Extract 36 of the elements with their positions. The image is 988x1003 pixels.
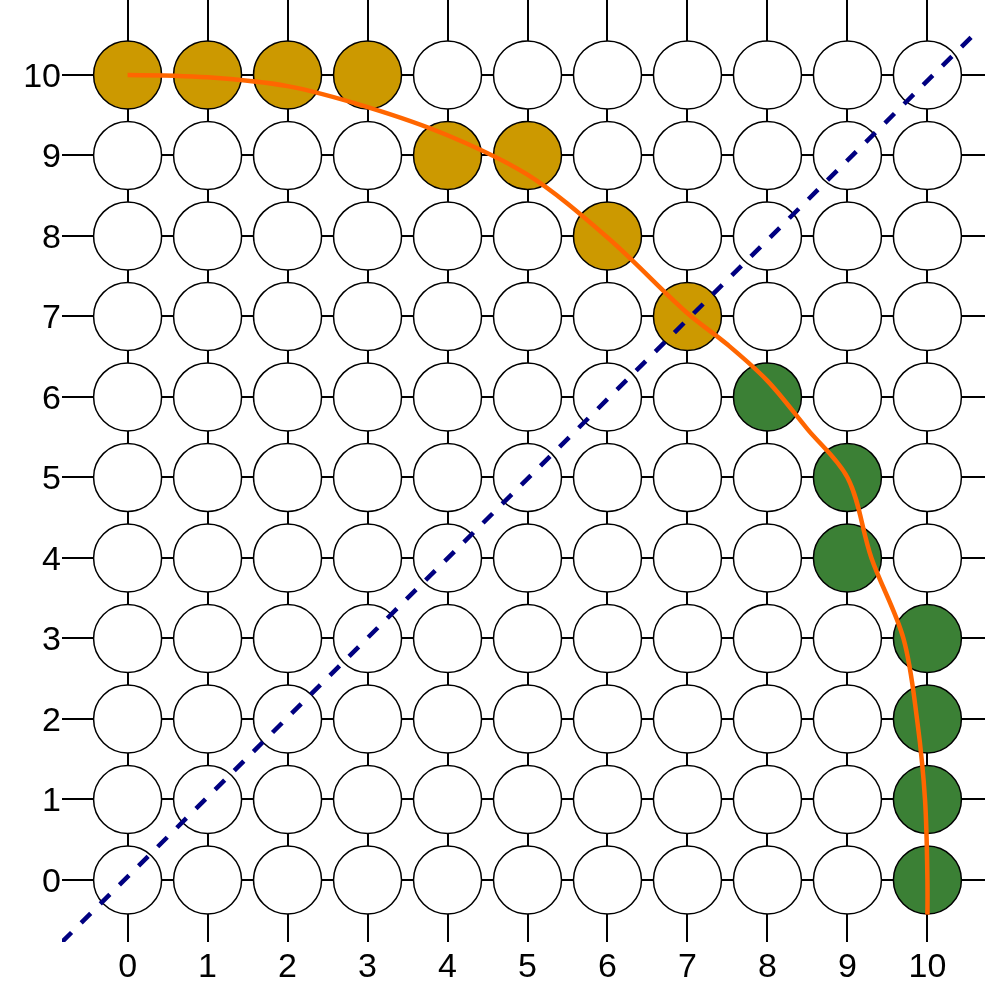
point [332, 40, 403, 110]
point [732, 362, 803, 432]
point [892, 845, 963, 915]
point [492, 120, 563, 191]
y-tick-label: 3 [42, 619, 61, 658]
y-tick-label: 6 [42, 377, 61, 416]
x-tick-label: 7 [678, 946, 697, 984]
point [572, 201, 643, 271]
x-tick-label: 8 [757, 946, 777, 984]
x-tick-label: 2 [278, 946, 298, 984]
x-tick-label: 5 [518, 946, 537, 984]
y-tick-label: 4 [42, 538, 61, 577]
y-tick-label: 9 [42, 136, 61, 175]
x-tick-label: 4 [438, 946, 457, 984]
point [412, 120, 483, 191]
point [812, 442, 883, 513]
x-tick-label: 0 [118, 946, 138, 984]
point [892, 603, 963, 674]
y-tick-label: 7 [42, 297, 61, 336]
point [812, 523, 883, 593]
point [892, 764, 963, 835]
point [892, 684, 963, 754]
y-tick-label: 0 [42, 860, 61, 899]
point [172, 40, 243, 110]
x-tick-label: 1 [198, 946, 218, 984]
point [92, 40, 163, 110]
y-tick-label: 10 [23, 55, 61, 94]
point [252, 40, 323, 110]
y-tick-label: 5 [42, 458, 61, 497]
y-tick-label: 2 [42, 699, 61, 738]
x-tick-label: 6 [598, 946, 617, 984]
x-tick-label: 3 [358, 946, 377, 984]
y-tick-label: 1 [42, 780, 61, 819]
x-tick-label: 10 [908, 946, 947, 984]
x-tick-label: 9 [837, 946, 857, 984]
y-tick-label: 8 [42, 216, 61, 255]
